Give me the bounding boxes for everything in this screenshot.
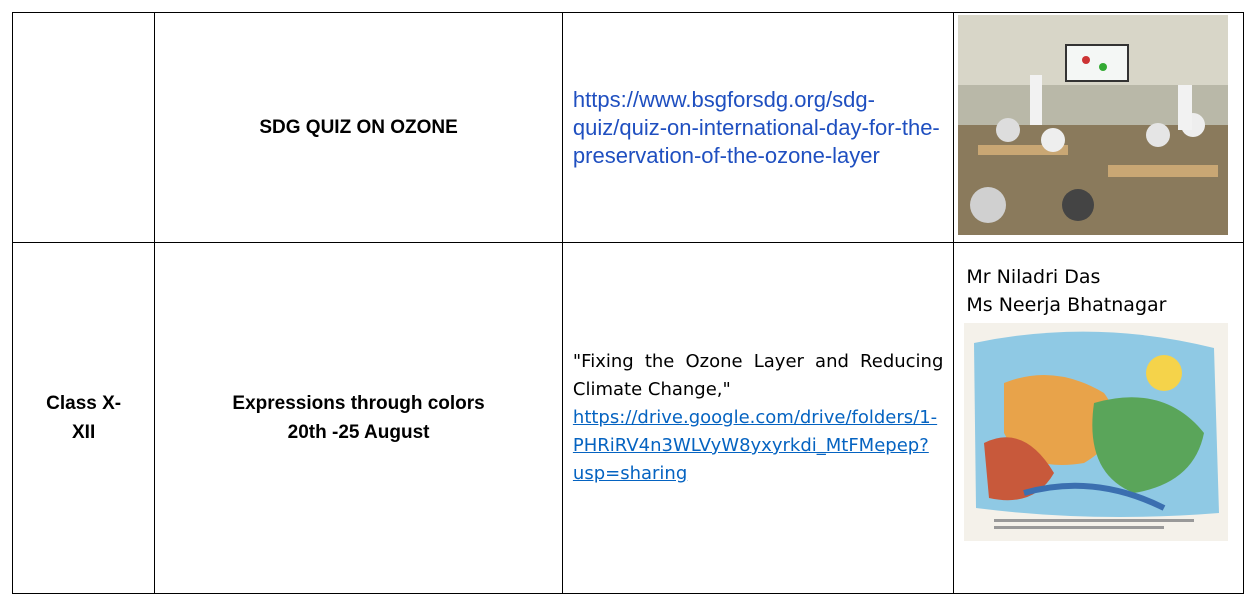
link-cell: https://www.bsgforsdg.org/sdg-quiz/quiz-…	[562, 13, 953, 243]
activity-title: SDG QUIZ ON OZONE	[259, 117, 457, 138]
photo-cell	[954, 13, 1244, 243]
classroom-photo	[958, 15, 1228, 235]
activity-cell: Expressions through colors 20th -25 Augu…	[155, 243, 563, 594]
activity-title: Expressions through colors	[165, 389, 552, 418]
link-cell: "Fixing the Ozone Layer and Reducing Cli…	[562, 243, 953, 594]
quiz-link[interactable]: https://www.bsgforsdg.org/sdg-quiz/quiz-…	[573, 86, 943, 170]
description: "Fixing the Ozone Layer and Reducing Cli…	[573, 348, 943, 404]
class-cell: Class X-XII	[13, 243, 155, 594]
drawing-image	[964, 323, 1228, 541]
teacher-name: Ms Neerja Bhatnagar	[958, 291, 1239, 319]
table-row: SDG QUIZ ON OZONE https://www.bsgforsdg.…	[13, 13, 1244, 243]
class-cell	[13, 13, 155, 243]
drive-link[interactable]: https://drive.google.com/drive/folders/1…	[573, 404, 943, 488]
activity-table: SDG QUIZ ON OZONE https://www.bsgforsdg.…	[12, 12, 1244, 594]
teacher-name: Mr Niladri Das	[958, 263, 1239, 291]
teacher-cell: Mr Niladri Das Ms Neerja Bhatnagar	[954, 243, 1244, 594]
page: {"table": {"rows": [ {"activity": "SDG Q…	[0, 0, 1254, 565]
table-row: Class X-XII Expressions through colors 2…	[13, 243, 1244, 594]
class-label: Class X-XII	[44, 389, 124, 447]
activity-cell: SDG QUIZ ON OZONE	[155, 13, 563, 243]
activity-dates: 20th -25 August	[165, 418, 552, 447]
